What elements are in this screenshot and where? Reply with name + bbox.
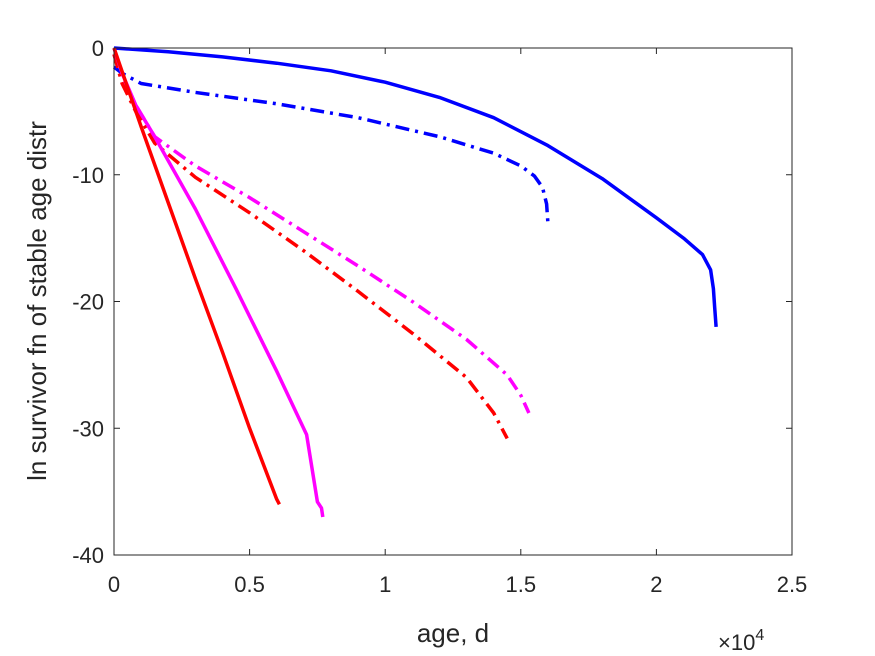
x-tick-label: 0 bbox=[108, 572, 120, 597]
y-tick-label: 0 bbox=[92, 36, 104, 61]
y-tick-label: -10 bbox=[72, 163, 104, 188]
x-tick-label: 1 bbox=[379, 572, 391, 597]
plot-background bbox=[114, 48, 792, 555]
series-line-4 bbox=[112, 53, 509, 440]
series-line-3 bbox=[112, 53, 531, 414]
x-exponent-label: ×104 bbox=[718, 627, 764, 655]
x-tick-label: 0.5 bbox=[234, 572, 265, 597]
y-tick-label: -20 bbox=[72, 290, 104, 315]
y-tick-label: -40 bbox=[72, 543, 104, 568]
y-axis-label: ln survivor fn of stable age distr bbox=[22, 121, 52, 481]
x-tick-label: 2 bbox=[650, 572, 662, 597]
series-line-2 bbox=[112, 65, 550, 224]
x-tick-label: 1.5 bbox=[506, 572, 537, 597]
x-exponent-base: ×10 bbox=[718, 630, 755, 655]
series-line-1 bbox=[113, 46, 718, 328]
x-tick-label: 2.5 bbox=[777, 572, 808, 597]
x-exponent-power: 4 bbox=[755, 627, 764, 644]
series-line-6 bbox=[112, 47, 281, 506]
series-layer bbox=[112, 46, 718, 518]
y-tick-label: -30 bbox=[72, 416, 104, 441]
x-axis-label: age, d bbox=[417, 618, 489, 648]
tick-layer: 0 0.5 1 1.5 2 2.5 0 -10 -20 -30 -40 bbox=[72, 36, 807, 597]
